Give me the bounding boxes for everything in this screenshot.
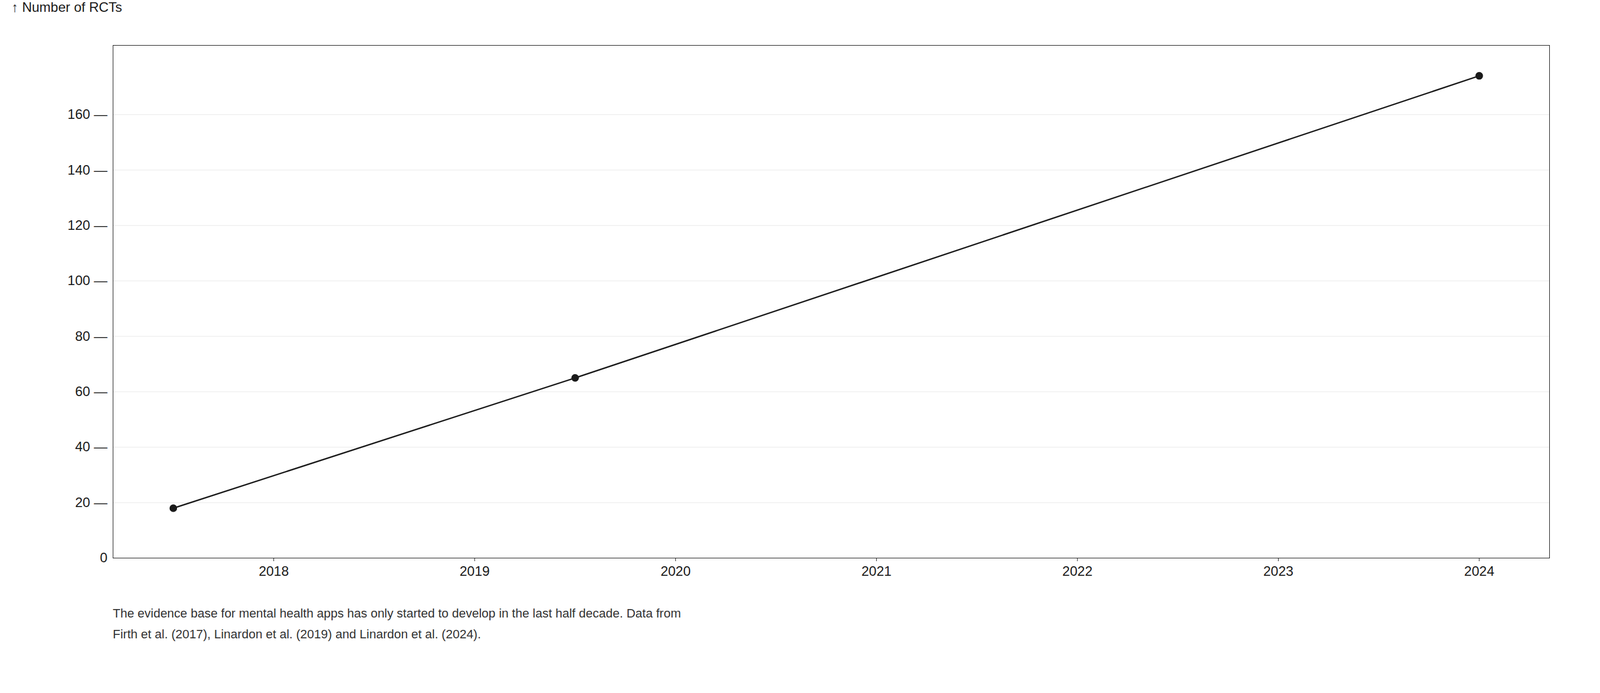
svg-text:0: 0 (99, 550, 108, 566)
svg-text:2022: 2022 (1062, 563, 1093, 579)
svg-text:2020: 2020 (660, 563, 691, 579)
svg-text:2021: 2021 (861, 563, 892, 579)
svg-text:2024: 2024 (1464, 563, 1495, 579)
svg-text:40 —: 40 — (74, 439, 108, 455)
svg-text:2019: 2019 (459, 563, 490, 579)
svg-text:60 —: 60 — (74, 383, 108, 400)
svg-text:↑ Number of RCTs: ↑ Number of RCTs (11, 0, 123, 15)
html-text:Firth et al. (2017), Linardon: Firth et al. (2017), Linardon et al. (20… (112, 627, 481, 642)
svg-text:20 —: 20 — (74, 494, 108, 511)
svg-text:80 —: 80 — (74, 328, 108, 344)
svg-text:160 —: 160 — (67, 106, 108, 122)
svg-text:2018: 2018 (258, 563, 289, 579)
html-text:The evidence base for mental h: The evidence base for mental health apps… (112, 606, 681, 621)
svg-text:2023: 2023 (1263, 563, 1294, 579)
svg-text:120 —: 120 — (67, 217, 108, 233)
svg-text:140 —: 140 — (67, 162, 108, 178)
svg-text:100 —: 100 — (67, 272, 108, 289)
